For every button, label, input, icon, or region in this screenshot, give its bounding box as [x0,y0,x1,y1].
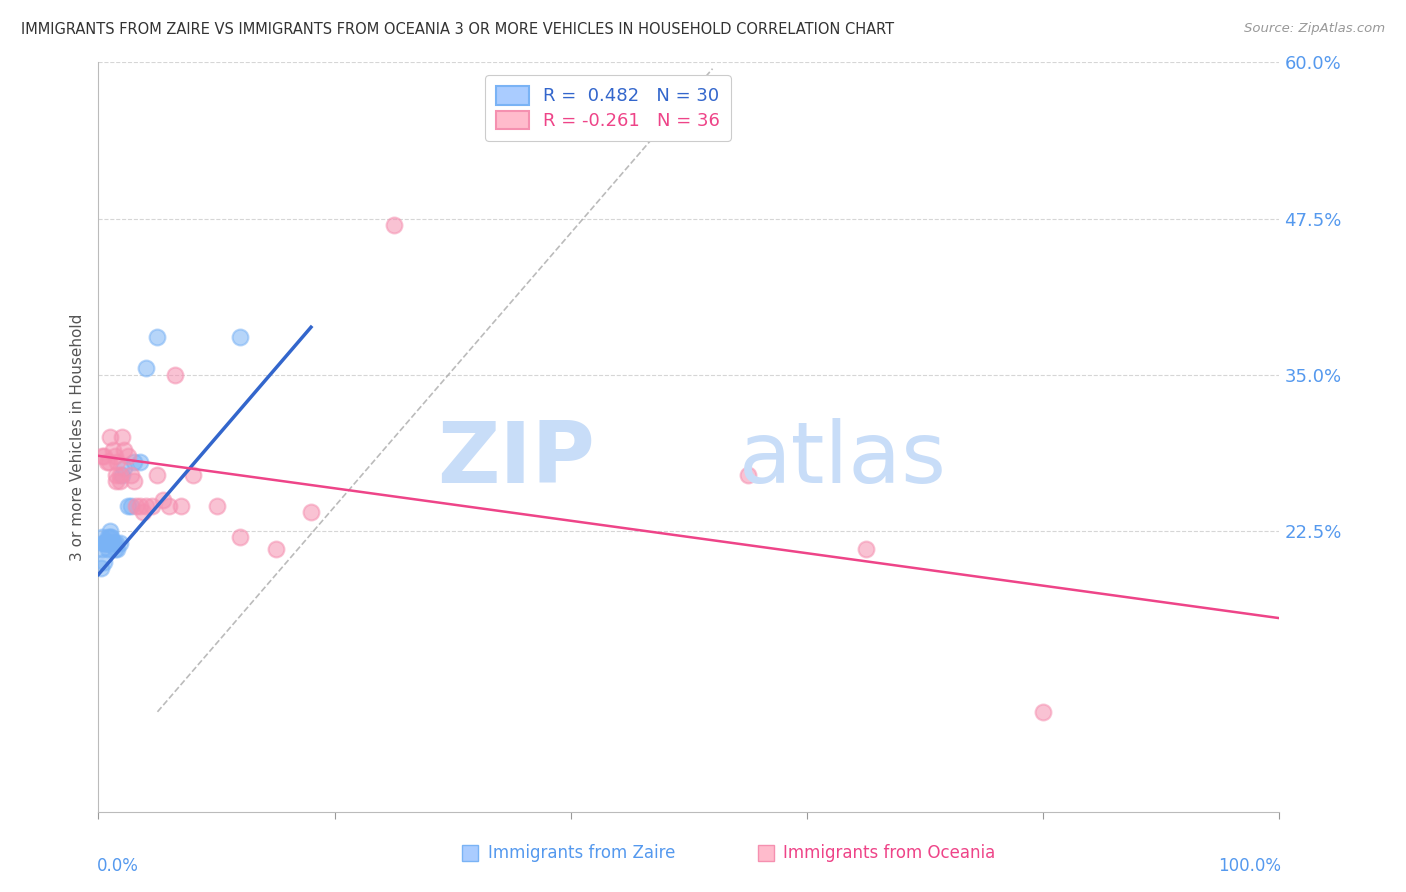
Legend: R =  0.482   N = 30, R = -0.261   N = 36: R = 0.482 N = 30, R = -0.261 N = 36 [485,75,731,141]
Point [108,536,131,550]
Point [122,455,145,469]
Point [121,499,143,513]
Point [737,467,759,482]
Point [98,524,121,538]
Point [97,542,120,557]
Point [93,555,115,569]
Point [108,467,131,482]
Text: ZIP: ZIP [437,418,595,501]
Point [152,492,174,507]
Point [94,536,117,550]
Point [96,536,118,550]
Y-axis label: 3 or more Vehicles in Household: 3 or more Vehicles in Household [70,313,86,561]
Point [135,361,157,376]
Point [93,536,115,550]
Point [111,430,134,444]
Point [141,499,163,513]
Point [229,330,252,344]
Point [91,449,114,463]
Point [128,455,150,469]
Point [105,536,128,550]
Point [264,542,287,557]
Point [111,467,134,482]
Point [105,542,128,557]
Point [98,455,121,469]
Point [117,449,139,463]
Point [97,530,120,544]
Point [94,536,117,550]
Point [104,542,127,557]
Point [855,542,877,557]
Point [98,536,121,550]
Text: 0.0%: 0.0% [97,856,139,875]
Text: IMMIGRANTS FROM ZAIRE VS IMMIGRANTS FROM OCEANIA 3 OR MORE VEHICLES IN HOUSEHOLD: IMMIGRANTS FROM ZAIRE VS IMMIGRANTS FROM… [21,22,894,37]
Point [128,499,150,513]
Point [101,536,124,550]
Point [146,467,169,482]
Point [93,449,115,463]
Point [98,530,121,544]
Point [105,467,128,482]
Point [132,505,155,519]
Point [112,442,135,457]
Point [157,499,180,513]
Point [90,561,112,575]
Point [117,499,139,513]
Point [1032,705,1054,719]
Text: Immigrants from Zaire: Immigrants from Zaire [488,844,675,862]
Point [91,542,114,557]
Point [98,430,121,444]
Point [101,442,124,457]
Point [146,330,169,344]
Point [104,449,127,463]
Point [105,474,128,488]
Point [299,505,322,519]
Point [170,499,193,513]
Point [165,368,187,382]
Point [105,455,128,469]
Point [382,218,405,232]
Point [205,499,228,513]
Point [112,461,135,475]
Text: 100.0%: 100.0% [1218,856,1281,875]
Point [125,499,148,513]
Point [108,474,131,488]
Point [91,536,114,550]
Point [135,499,157,513]
Point [229,530,252,544]
Point [103,536,125,550]
Point [122,474,145,488]
Text: Source: ZipAtlas.com: Source: ZipAtlas.com [1244,22,1385,36]
Point [96,455,118,469]
Text: atlas: atlas [738,418,946,501]
Point [100,530,122,544]
Point [91,530,114,544]
Point [121,467,143,482]
Point [181,467,204,482]
Text: Immigrants from Oceania: Immigrants from Oceania [783,844,995,862]
